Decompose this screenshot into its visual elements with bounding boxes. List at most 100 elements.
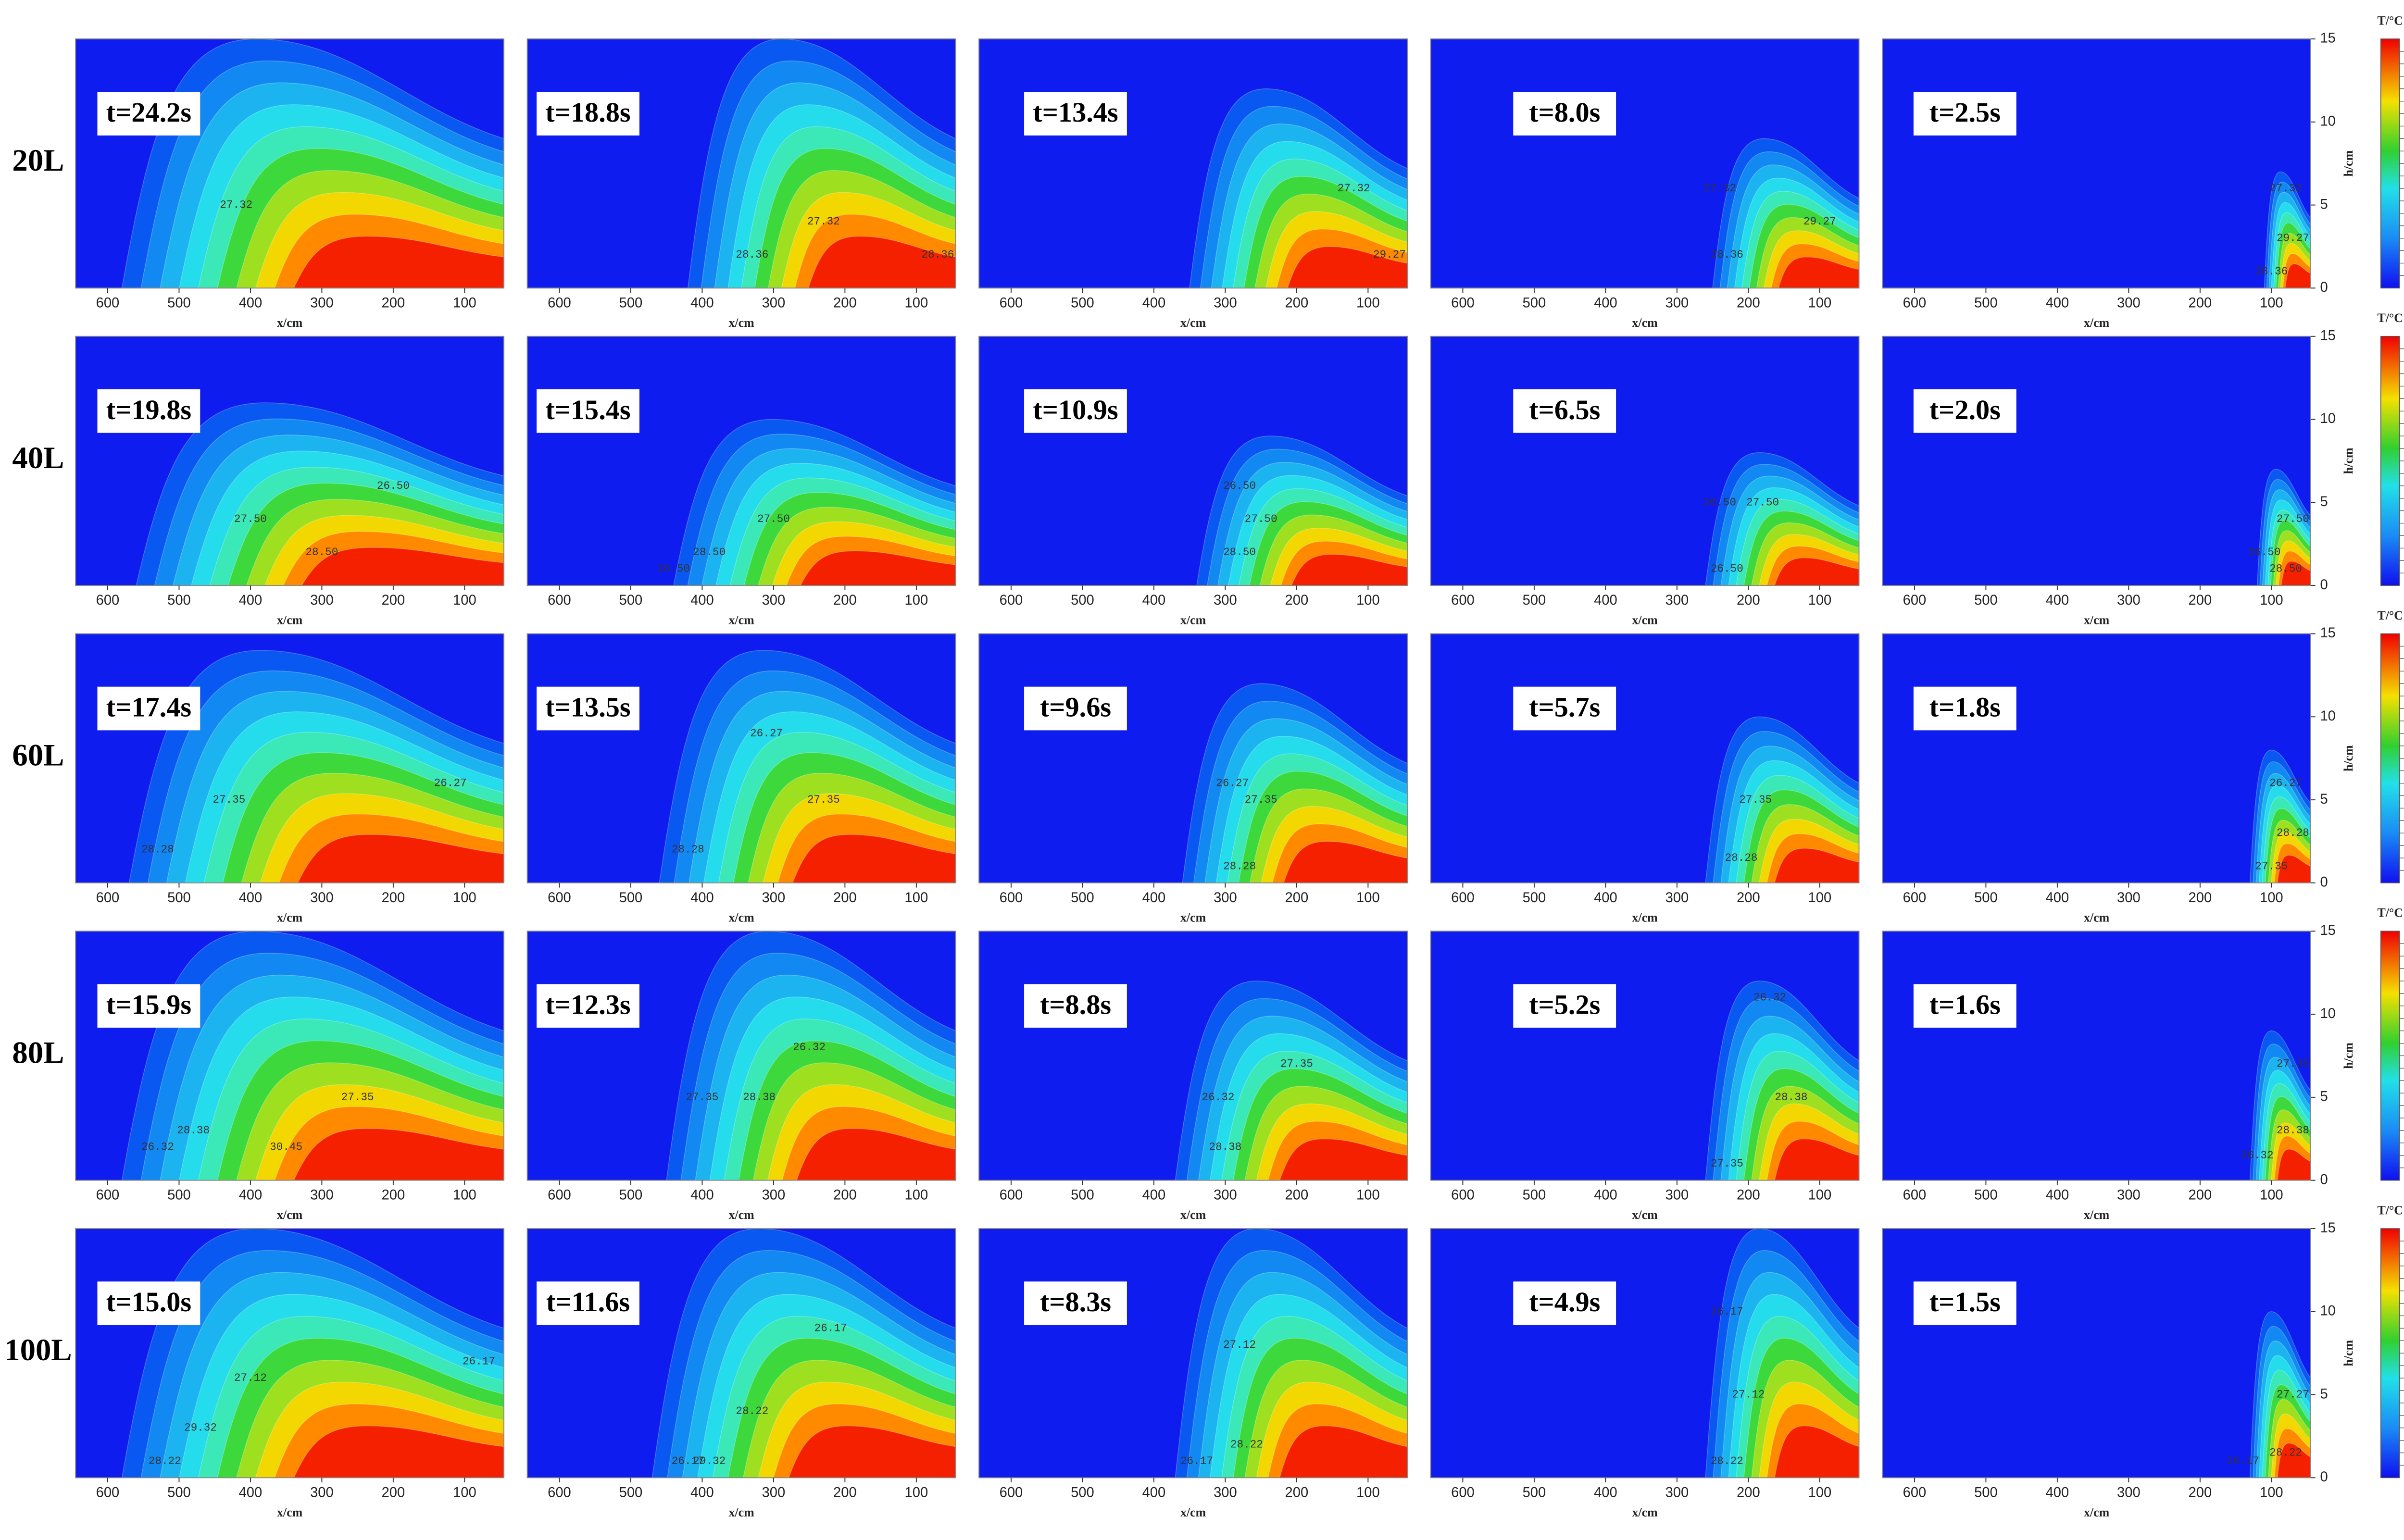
h-axis-label: h/cm (2341, 745, 2355, 771)
x-tick-label: 600 (1903, 890, 1927, 906)
contour-label: 28.28 (672, 844, 704, 856)
x-tick-label: 400 (690, 1485, 714, 1501)
x-tick-label: 500 (1974, 890, 1998, 906)
h-tick-label: 10 (2320, 708, 2335, 724)
contour-label: 27.50 (234, 513, 267, 525)
time-label: t=8.0s (1529, 97, 1600, 128)
h-tick-label: 15 (2320, 1220, 2335, 1236)
contour-label: 26.50 (1703, 496, 1736, 509)
plot: 26.50 27.50 28.50 (979, 336, 1408, 586)
x-tick-label: 300 (762, 295, 786, 310)
x-tick-label: 400 (1594, 593, 1617, 608)
x-tick-label: 400 (239, 890, 263, 906)
x-tick-label: 400 (2046, 295, 2069, 310)
plot-frame (978, 931, 1408, 1181)
plot-frame (75, 1228, 504, 1478)
x-tick-label: 600 (1903, 593, 1927, 608)
x-tick-label: 500 (1523, 1188, 1546, 1203)
row-label: 60L (12, 738, 64, 773)
h-tick-label: 5 (2320, 494, 2328, 509)
x-tick-label: 100 (1808, 593, 1832, 608)
contour-label: 28.36 (2255, 265, 2288, 278)
time-label: t=1.8s (1929, 692, 2001, 723)
x-tick-label: 400 (239, 1485, 263, 1501)
plot-frame (75, 633, 504, 883)
contour-label: 28.50 (2269, 563, 2302, 575)
plot: 27.32 29.27 28.36 (1430, 38, 1859, 288)
contour-label: 28.22 (149, 1455, 181, 1467)
plot: 26.17 27.12 28.22 (1430, 1229, 1859, 1478)
x-tick-label: 400 (2046, 593, 2069, 608)
x-tick-label: 500 (1071, 1485, 1094, 1501)
contour-label: 28.36 (1711, 248, 1743, 261)
h-axis-label: h/cm (2341, 447, 2355, 474)
x-tick-label: 200 (382, 1485, 405, 1501)
x-tick-label: 600 (96, 295, 120, 310)
time-label: t=13.5s (545, 692, 630, 723)
contour-label: 27.12 (234, 1372, 267, 1384)
plume-layer (1778, 256, 1859, 288)
contour-label: 26.17 (1711, 1305, 1743, 1318)
contour-label: 26.50 (1223, 480, 1256, 492)
contour-label: 28.22 (736, 1405, 768, 1417)
x-tick-label: 400 (1594, 1485, 1617, 1501)
x-tick-label: 300 (2117, 890, 2141, 906)
x-tick-label: 600 (1451, 890, 1475, 906)
contour-label: 27.35 (686, 1091, 718, 1104)
contour-label: 26.50 (377, 480, 410, 492)
x-tick-label: 400 (1594, 890, 1617, 906)
time-box (537, 686, 639, 731)
x-tick-label: 200 (1285, 295, 1309, 310)
time-box (1513, 686, 1616, 731)
plot: 26.32 27.35 28.38 (527, 931, 956, 1180)
contour-label: 26.17 (2227, 1455, 2259, 1467)
plot-frame (526, 38, 956, 289)
x-tick-label: 200 (1737, 1485, 1760, 1501)
contour-label: 26.32 (141, 1141, 174, 1154)
x-tick-label: 100 (453, 295, 476, 310)
x-axis-label: x/cm (728, 1505, 754, 1519)
contour-label: 27.32 (2269, 182, 2302, 195)
x-tick-label: 500 (167, 295, 191, 310)
contour-label: 28.38 (1775, 1091, 1807, 1104)
x-axis-label: x/cm (1180, 316, 1206, 330)
h-tick-label: 15 (2320, 923, 2335, 938)
time-label: t=17.4s (106, 692, 191, 723)
x-tick-label: 600 (1903, 295, 1927, 310)
x-tick-label: 300 (762, 593, 786, 608)
x-tick-label: 600 (1451, 295, 1475, 310)
plot-frame (978, 633, 1408, 883)
contour-label: 26.17 (814, 1322, 847, 1334)
x-tick-label: 300 (2117, 593, 2141, 608)
h-tick-label: 5 (2320, 197, 2328, 212)
plot-frame (1882, 931, 2311, 1181)
plume-layer (1774, 557, 1859, 586)
x-tick-label: 500 (1523, 295, 1546, 310)
row-label: 40L (12, 441, 64, 475)
plot-background (1882, 336, 2311, 586)
plot: 27.12 28.22 26.17 (979, 1229, 1408, 1478)
x-axis-label: x/cm (277, 1505, 303, 1519)
contour-label: 27.32 (1338, 182, 1370, 195)
x-tick-label: 500 (1974, 1188, 1998, 1203)
plot-frame (526, 1228, 956, 1478)
x-tick-label: 200 (1737, 890, 1760, 906)
contour-label: 29.32 (693, 1455, 726, 1467)
x-tick-label: 100 (905, 295, 928, 310)
colorbar-title: T/°C (2377, 906, 2403, 920)
plume-layer (796, 1128, 956, 1180)
x-tick-label: 200 (833, 1188, 857, 1203)
x-tick-label: 400 (2046, 890, 2069, 906)
time-label: t=11.6s (546, 1286, 630, 1317)
time-label: t=24.2s (106, 97, 191, 128)
plot: 26.27 27.35 28.28 (979, 633, 1408, 883)
x-axis-label: x/cm (2084, 1208, 2110, 1222)
h-tick-label: 0 (2320, 280, 2328, 295)
contour-label: 28.22 (1711, 1455, 1743, 1467)
x-axis-label: x/cm (2084, 613, 2110, 627)
x-tick-label: 500 (619, 1485, 643, 1501)
plot-frame (978, 38, 1408, 289)
